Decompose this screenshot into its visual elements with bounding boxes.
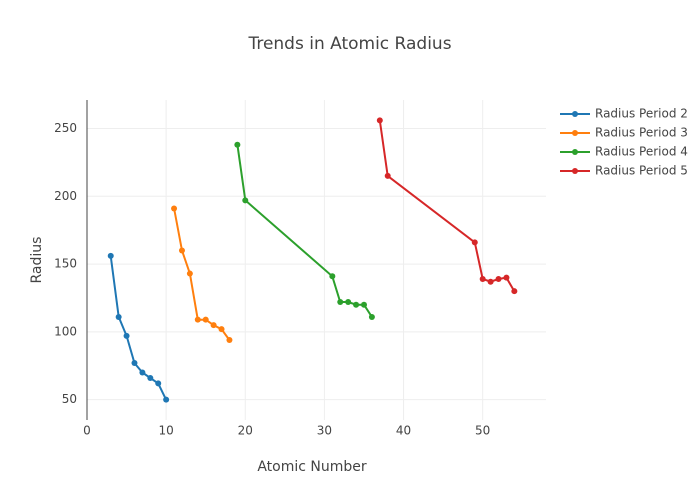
data-point — [226, 337, 233, 343]
legend-label[interactable]: Radius Period 5 — [595, 164, 688, 178]
x-tick-label: 20 — [238, 424, 253, 438]
series-line — [173, 208, 231, 341]
y-tick-label: 50 — [62, 392, 77, 406]
data-point — [147, 374, 154, 381]
data-point — [186, 270, 193, 277]
data-point — [218, 326, 225, 333]
data-point — [376, 117, 383, 124]
x-tick-label: 10 — [158, 424, 173, 438]
legend-label[interactable]: Radius Period 3 — [595, 126, 688, 140]
legend-marker[interactable] — [572, 168, 578, 174]
series-line — [109, 255, 167, 401]
data-point — [503, 274, 510, 281]
x-tick-label: 40 — [396, 424, 411, 438]
y-tick-label: 150 — [54, 257, 77, 271]
x-tick-label: 50 — [475, 424, 490, 438]
data-point — [337, 299, 344, 306]
data-point — [479, 275, 486, 282]
x-tick-label: 30 — [317, 424, 332, 438]
data-point — [210, 322, 217, 329]
data-point — [202, 316, 209, 323]
y-tick-label: 200 — [54, 189, 77, 203]
data-point — [495, 275, 502, 282]
data-point — [329, 273, 336, 280]
data-point — [115, 313, 122, 320]
data-point — [131, 360, 138, 367]
data-point — [178, 247, 185, 254]
x-tick-label: 0 — [83, 424, 91, 438]
data-point — [511, 288, 518, 295]
x-axis-title: Atomic Number — [257, 459, 367, 475]
data-point — [242, 197, 249, 204]
data-point — [171, 205, 178, 212]
y-axis-title: Radius — [29, 237, 45, 284]
data-point — [345, 299, 352, 306]
data-point — [471, 239, 478, 246]
data-point — [368, 313, 375, 320]
series-line — [236, 144, 373, 318]
data-point — [353, 301, 360, 308]
data-point — [123, 332, 130, 339]
legend-marker[interactable] — [572, 111, 578, 117]
data-point — [487, 278, 494, 285]
y-tick-label: 100 — [54, 324, 77, 338]
legend-marker[interactable] — [572, 149, 578, 155]
legend-label[interactable]: Radius Period 4 — [595, 145, 688, 159]
data-point — [234, 141, 241, 148]
data-point — [360, 301, 367, 308]
chart-title: Trends in Atomic Radius — [247, 34, 451, 54]
y-tick-label: 250 — [54, 121, 77, 135]
legend-marker[interactable] — [572, 130, 578, 136]
data-point — [163, 396, 170, 403]
series-line — [378, 120, 516, 292]
data-point — [384, 172, 391, 179]
legend-label[interactable]: Radius Period 2 — [595, 107, 688, 121]
data-point — [107, 252, 114, 259]
data-point — [194, 316, 201, 323]
data-point — [155, 380, 162, 387]
data-point — [139, 369, 146, 376]
